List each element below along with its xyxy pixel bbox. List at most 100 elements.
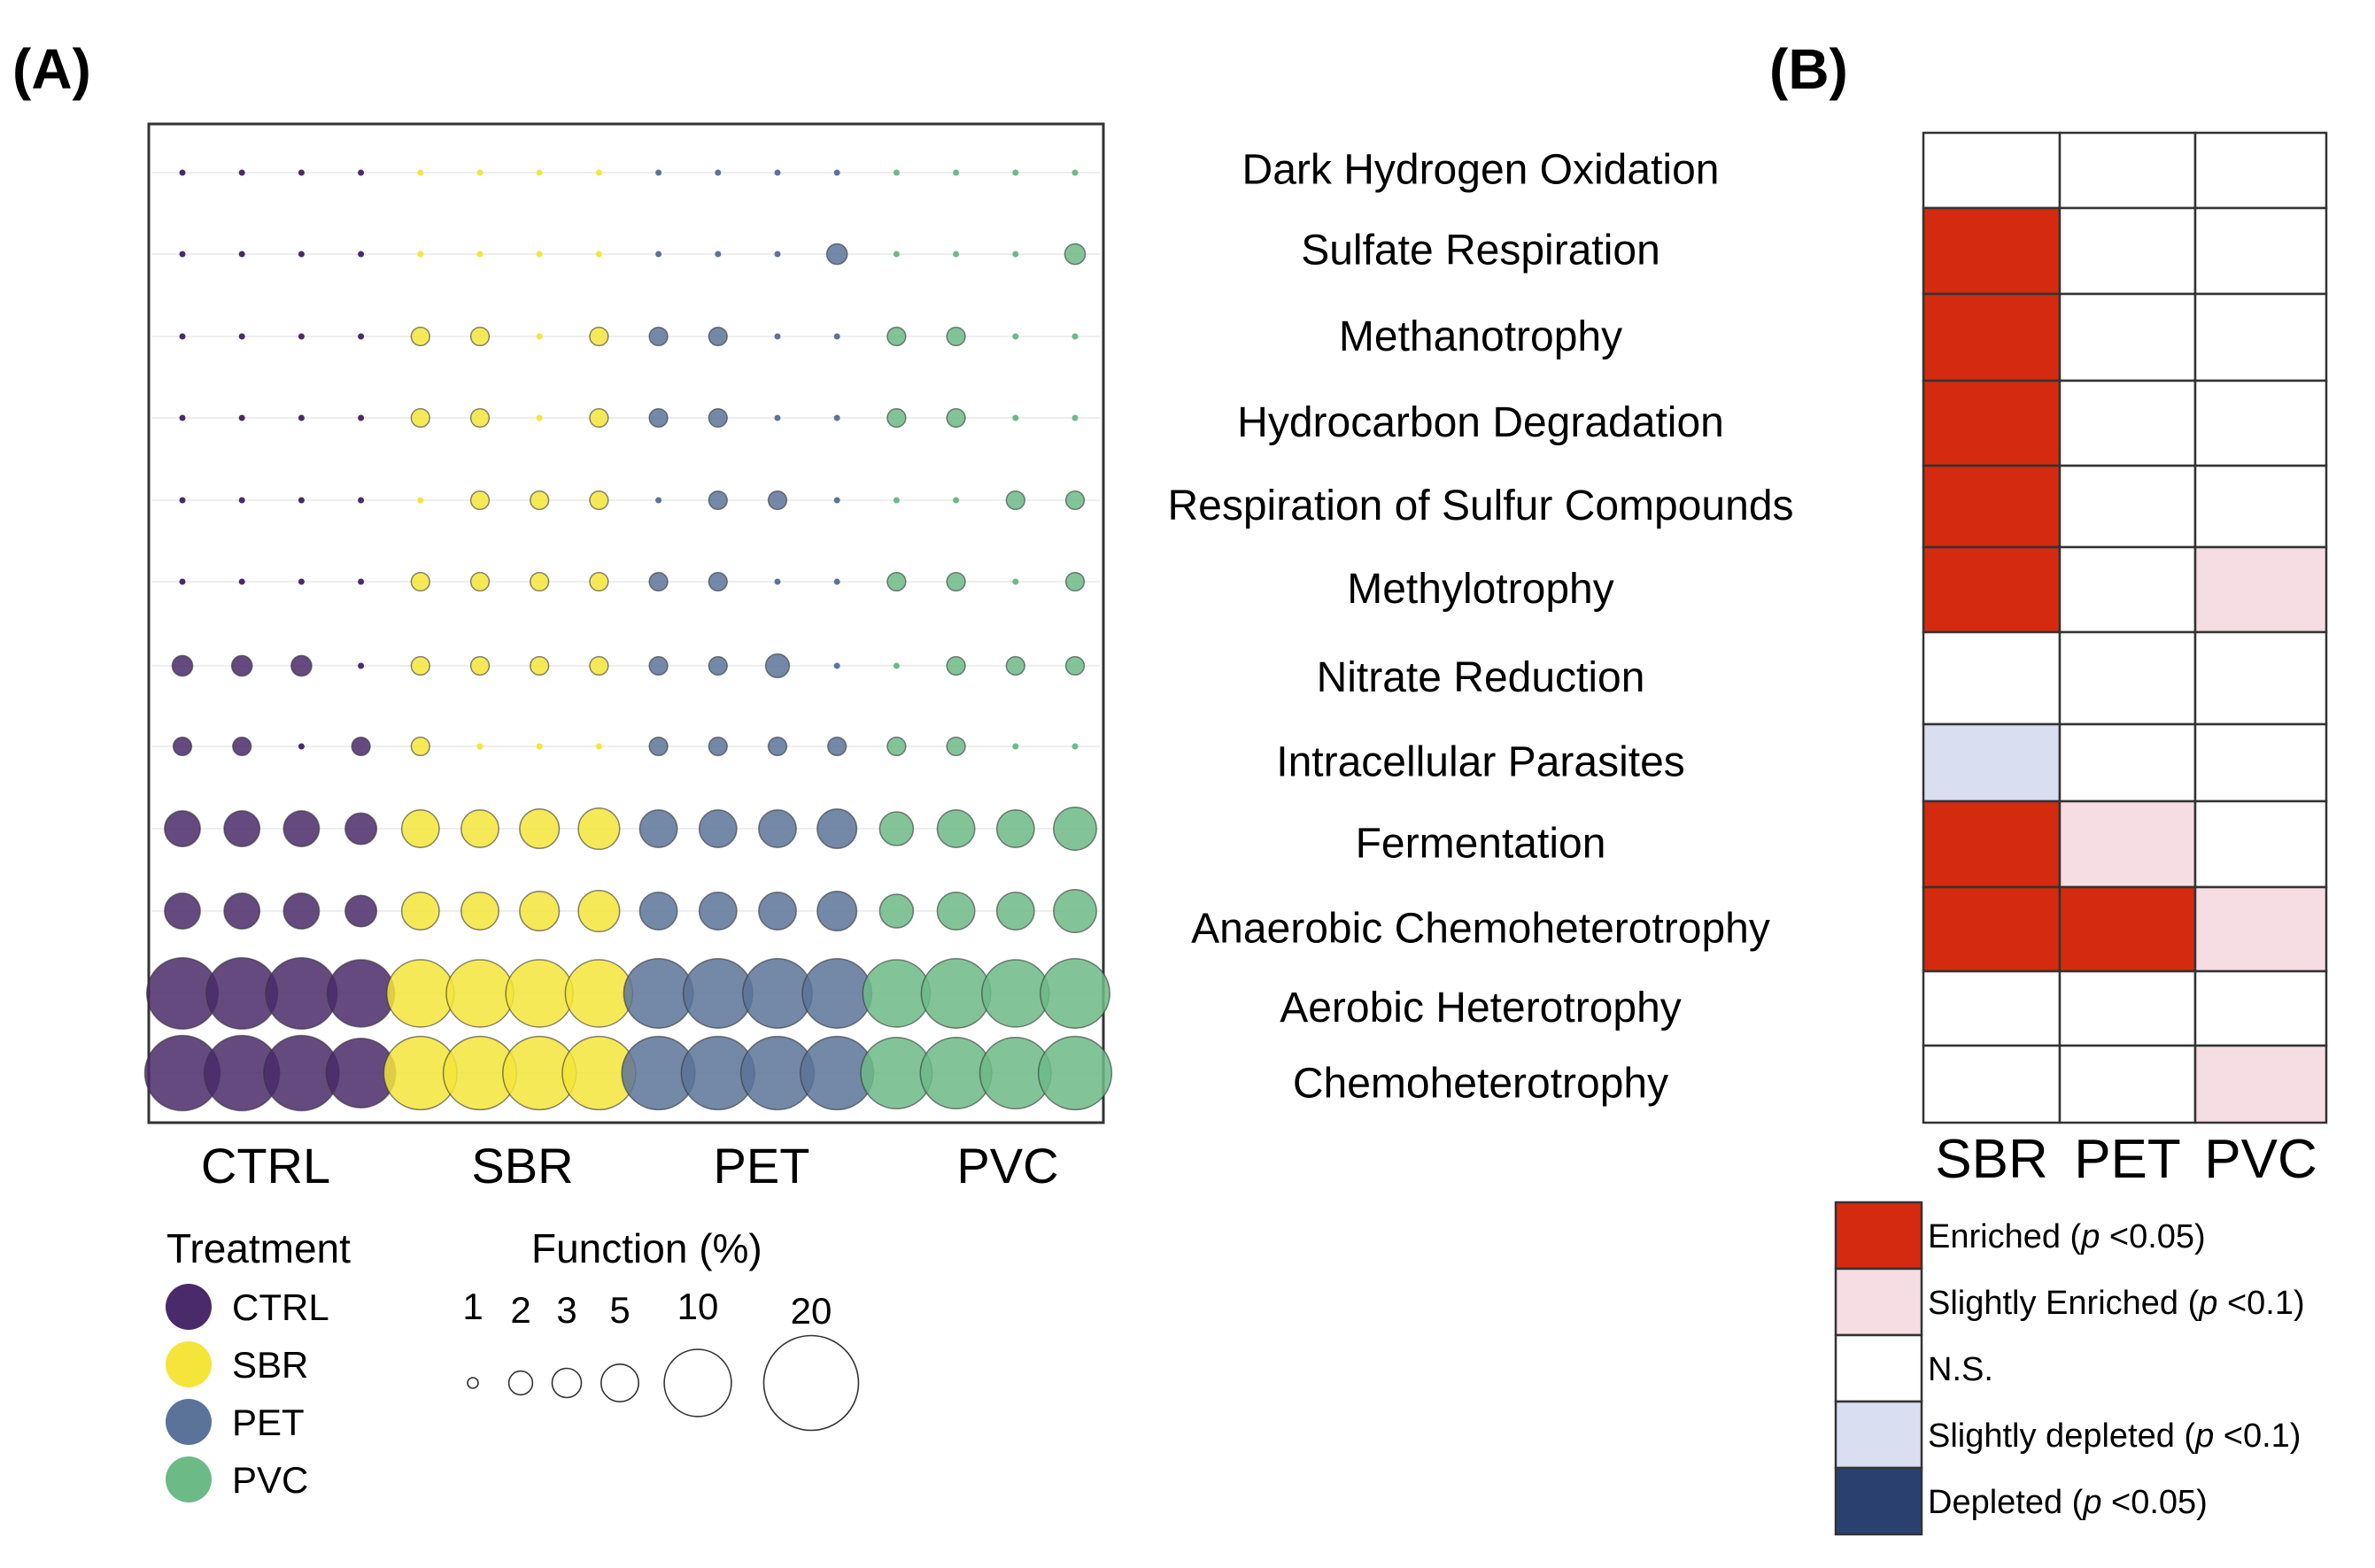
size-legend-circle xyxy=(663,1348,732,1417)
bubble xyxy=(326,959,396,1028)
heatmap-cell xyxy=(2193,292,2328,382)
heatmap-cell xyxy=(2193,885,2328,973)
bubble xyxy=(469,655,491,676)
group-label: SBR xyxy=(471,1138,573,1193)
bubble xyxy=(589,571,609,592)
bubble xyxy=(920,958,992,1029)
significance-legend-label: Slightly depleted (p <0.1) xyxy=(1928,1417,2301,1455)
size-legend-label: 1 xyxy=(462,1286,483,1327)
function-label: Aerobic Heterotrophy xyxy=(1280,985,1682,1031)
bubble xyxy=(232,736,252,757)
bubble xyxy=(767,490,788,511)
group-axis-labels: CTRL SBR PET PVC xyxy=(201,1138,1059,1193)
bubbles xyxy=(143,169,1113,1112)
bubble xyxy=(400,892,440,931)
bubble xyxy=(946,407,966,429)
bubble xyxy=(386,959,455,1028)
bubble xyxy=(469,571,491,592)
heatmap-cell xyxy=(2058,885,2197,973)
size-legend-label: 5 xyxy=(609,1289,630,1331)
significance-legend-swatch xyxy=(1834,1466,1923,1536)
bubble xyxy=(358,497,365,504)
bubble xyxy=(774,251,781,258)
bubble xyxy=(1012,333,1019,340)
bubble xyxy=(238,251,245,258)
function-label: Respiration of Sulfur Compounds xyxy=(1167,483,1793,529)
bubble xyxy=(577,807,621,851)
bubble xyxy=(816,807,858,850)
heatmap-cell xyxy=(2193,799,2328,889)
bubble xyxy=(164,892,201,930)
treatment-legend-label: CTRL xyxy=(232,1286,329,1328)
bubble xyxy=(460,892,499,931)
bubble xyxy=(589,407,609,429)
bubble xyxy=(417,169,424,176)
bubble xyxy=(536,414,543,421)
heatmap-cell xyxy=(2058,969,2197,1047)
heatmap-cell xyxy=(1922,722,2062,803)
heatmap-cell xyxy=(2193,131,2328,210)
bubble xyxy=(400,809,440,848)
size-legend-label: 20 xyxy=(791,1290,832,1332)
function-label: Anaerobic Chemoheterotrophy xyxy=(1191,906,1770,953)
bubble xyxy=(179,251,186,258)
bubble xyxy=(708,571,728,592)
bubble xyxy=(1005,490,1025,511)
heatmap-cell xyxy=(1922,464,2062,549)
bubble xyxy=(708,326,728,347)
bubble xyxy=(1071,169,1079,176)
treatment-legend-swatch xyxy=(166,1399,212,1445)
size-legend-circle xyxy=(507,1370,534,1396)
treatment-legend-label: PET xyxy=(232,1402,305,1443)
significance-legend-swatch xyxy=(1834,1400,1923,1470)
bubble xyxy=(564,959,634,1028)
bubble xyxy=(469,407,491,429)
significance-legend-label: Enriched (p <0.05) xyxy=(1928,1218,2206,1255)
bubble xyxy=(536,169,543,176)
bubble xyxy=(981,959,1050,1028)
bubble xyxy=(774,333,781,340)
bubble xyxy=(179,169,186,176)
heatmap-cell xyxy=(2058,464,2197,549)
bubble xyxy=(1053,807,1097,851)
treatment-legend-label: SBR xyxy=(232,1344,308,1386)
bubble xyxy=(774,414,781,421)
bubble xyxy=(648,326,669,347)
bubble xyxy=(298,169,305,176)
bubble xyxy=(358,662,365,669)
bubble xyxy=(290,654,313,677)
bubble xyxy=(223,892,261,930)
bubble xyxy=(171,654,194,677)
bubble xyxy=(358,333,365,340)
heatmap-cell xyxy=(2058,206,2197,296)
bubble xyxy=(648,571,669,592)
heatmap-cell xyxy=(1922,969,2062,1047)
group-label: CTRL xyxy=(201,1138,330,1193)
bubble xyxy=(476,169,484,176)
bubble xyxy=(936,892,976,931)
bubble xyxy=(1064,243,1087,266)
bubble xyxy=(1064,490,1086,511)
heatmap-cell xyxy=(1922,630,2062,726)
bubble xyxy=(595,251,602,258)
bubble xyxy=(519,890,561,932)
bubble xyxy=(648,407,669,429)
bubble xyxy=(223,810,261,847)
size-legend-label: 2 xyxy=(510,1289,530,1331)
heatmap-cell xyxy=(1922,131,2062,210)
bubble xyxy=(282,892,321,930)
heatmap-cell xyxy=(2058,630,2197,726)
group-label: PET xyxy=(714,1138,810,1193)
bubble xyxy=(536,333,543,340)
bubble xyxy=(476,743,484,750)
bubble xyxy=(505,959,574,1028)
heatmap-cell xyxy=(2193,969,2328,1047)
bubble xyxy=(179,578,186,585)
function-label: Nitrate Reduction xyxy=(1317,654,1645,701)
enrichment-heatmap: Dark Hydrogen Oxidation Sulfate Respirati… xyxy=(1167,131,2328,1536)
bubble xyxy=(298,578,305,585)
bubble xyxy=(655,251,662,258)
bubble xyxy=(1064,571,1086,592)
heatmap-cell xyxy=(2058,379,2197,467)
heatmap-cells xyxy=(1922,131,2328,1124)
